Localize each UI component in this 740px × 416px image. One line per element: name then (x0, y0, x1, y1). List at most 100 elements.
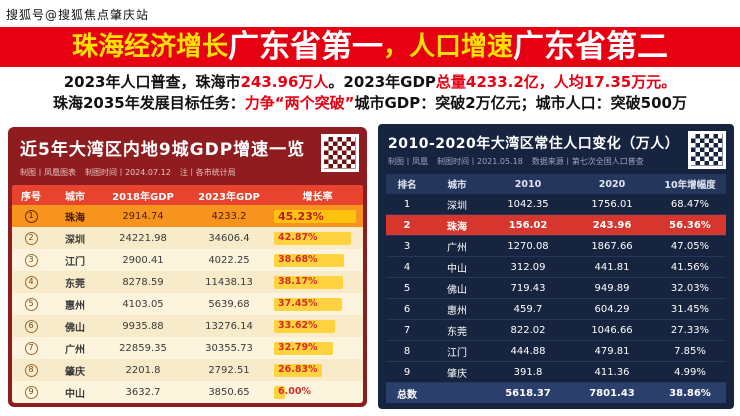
goal-line: 珠海2035年发展目标任务：力争“两个突破”城市GDP：突破2万亿元；城市人口：… (0, 92, 740, 113)
growth-cell: 47.05% (670, 240, 710, 252)
goal-highlight: 力争“两个突破” (244, 94, 355, 112)
population-table-row: 5 佛山 719.43 949.89 32.03% (386, 278, 726, 299)
city-cell: 中山 (447, 263, 467, 275)
growth-cell: 7.85% (674, 345, 706, 357)
rank-badge: 6 (24, 319, 38, 333)
population-column-header: 城市 (447, 180, 467, 191)
growth-cell: 38.86% (669, 387, 711, 399)
rank-badge: 4 (24, 275, 38, 289)
growth-cell: 27.33% (670, 324, 710, 336)
qr-pattern (324, 137, 356, 169)
population-table-row: 9 肇庆 391.8 411.36 4.99% (386, 362, 726, 383)
pop-2010-cell: 719.43 (510, 282, 546, 294)
rank-cell: 3 (403, 240, 411, 252)
stats-highlight: 243.96万人 (240, 73, 329, 91)
pop-2020-cell: 1046.66 (591, 324, 633, 336)
gdp-2018-cell: 8278.59 (122, 276, 164, 288)
rank-cell: 2 (12, 231, 50, 245)
population-column-header-row: 排名 城市 2010 2020 10年增幅度 (386, 174, 726, 194)
gdp-table-row: 4 东莞 8278.59 11438.13 38.17% (12, 271, 363, 293)
gdp-2023-cell: 3850.65 (208, 386, 250, 398)
pop-2010-cell: 1042.35 (507, 198, 549, 210)
goal-text: 珠海2035年发展目标任务： (53, 94, 245, 112)
gdp-2018-cell: 2914.74 (122, 210, 164, 222)
population-infographic-credits: 制图丨凤凰 制图时间丨2021.05.18 数据来源丨第七次全国人口普查 (388, 156, 644, 167)
rank-cell: 6 (12, 319, 50, 333)
credit-item: 制图丨凤凰图表 (20, 168, 76, 177)
gdp-table-row: 1 珠海 2914.74 4233.2 45.23% (12, 205, 363, 227)
gdp-2023-cell: 30355.73 (205, 342, 253, 354)
gdp-2018-cell: 4103.05 (122, 298, 164, 310)
growth-cell: 26.83% (272, 363, 363, 377)
rank-cell: 4 (12, 275, 50, 289)
growth-cell: 38.17% (272, 275, 363, 289)
gdp-infographic-title: 近5年大湾区内地9城GDP增速一览 (20, 140, 306, 160)
pop-2010-cell: 459.7 (513, 303, 543, 315)
rank-badge: 1 (24, 209, 38, 223)
gdp-column-header: 2023年GDP (198, 191, 260, 203)
rank-cell: 4 (403, 261, 411, 273)
rank-cell: 1 (403, 198, 411, 210)
city-cell: 江门 (447, 347, 467, 359)
city-cell: 东莞 (447, 326, 467, 338)
gdp-2023-cell: 13276.14 (205, 320, 253, 332)
city-cell: 肇庆 (447, 368, 467, 380)
population-table-row: 8 江门 444.88 479.81 7.85% (386, 341, 726, 362)
rank-cell: 8 (12, 363, 50, 377)
gdp-2018-cell: 3632.7 (125, 386, 161, 398)
city-cell: 珠海 (447, 221, 467, 233)
pop-2020-cell: 441.81 (594, 261, 630, 273)
city-cell: 深圳 (65, 234, 85, 246)
census-stats-line: 2023年人口普查，珠海市243.96万人。2023年GDP总量4233.2亿，… (0, 71, 740, 92)
gdp-column-header: 增长率 (302, 191, 333, 203)
gdp-table-row: 7 广州 22859.35 30355.73 32.79% (12, 337, 363, 359)
headline-segment: 广东省第一 (228, 28, 383, 65)
rank-cell: 6 (403, 303, 411, 315)
gdp-growth-infographic: 近5年大湾区内地9城GDP增速一览 制图丨凤凰图表 制图时间丨2024.07.12… (8, 127, 367, 407)
pop-2020-cell: 1867.66 (591, 240, 633, 252)
growth-bar: 37.45% (274, 297, 342, 311)
rank-cell: 7 (403, 324, 411, 336)
growth-bar: 38.68% (274, 253, 344, 267)
city-cell: 肇庆 (65, 366, 85, 378)
pop-2010-cell: 444.88 (510, 345, 546, 357)
rank-cell: 3 (12, 253, 50, 267)
growth-value: 26.83% (278, 364, 318, 376)
population-table-row: 3 广州 1270.08 1867.66 47.05% (386, 236, 726, 257)
pop-2020-cell: 479.81 (594, 345, 630, 357)
pop-2020-cell: 1756.01 (591, 198, 633, 210)
gdp-column-header: 城市 (65, 191, 85, 203)
growth-cell: 42.87% (272, 231, 363, 245)
pop-2020-cell: 243.96 (592, 219, 632, 231)
growth-value: 37.45% (278, 298, 318, 310)
growth-cell: 45.23% (272, 209, 363, 223)
city-cell: 佛山 (447, 284, 467, 296)
population-column-header: 排名 (397, 180, 417, 191)
rank-badge: 2 (24, 231, 38, 245)
pop-2020-cell: 604.29 (594, 303, 630, 315)
gdp-2023-cell: 4233.2 (211, 210, 247, 222)
stats-text: 2023年人口普查，珠海市 (63, 73, 241, 91)
city-cell: 佛山 (65, 322, 85, 334)
headline-segment: 珠海经济增长 (71, 32, 228, 62)
growth-cell: 68.47% (670, 198, 710, 210)
headline-banner: 珠海经济增长 广东省第一 ，人口增速 广东省第二 (0, 27, 740, 67)
pop-2020-cell: 7801.43 (589, 387, 635, 399)
qr-code (321, 134, 359, 172)
gdp-table-row: 8 肇庆 2201.8 2792.51 26.83% (12, 359, 363, 381)
gdp-2018-cell: 22859.35 (119, 342, 167, 354)
growth-value: 38.17% (278, 276, 318, 288)
gdp-2018-cell: 24221.98 (119, 232, 167, 244)
growth-cell: 56.36% (669, 219, 711, 231)
rank-cell: 9 (12, 385, 50, 399)
rank-cell: 1 (12, 209, 50, 223)
credit-item: 制图时间丨2021.05.18 (437, 157, 523, 166)
stats-highlight: ，人均17.35万元。 (538, 73, 677, 91)
growth-bar: 26.83% (274, 363, 323, 377)
rank-cell: 8 (403, 345, 411, 357)
credit-item: 数据来源丨第七次全国人口普查 (531, 157, 644, 166)
gdp-table: 序号 城市 2018年GDP 2023年GDP 增长率 1 珠海 2914.74 4233.2… (12, 185, 363, 403)
gdp-2023-cell: 4022.25 (208, 254, 250, 266)
population-table-row: 4 中山 312.09 441.81 41.56% (386, 257, 726, 278)
gdp-2023-cell: 11438.13 (205, 276, 253, 288)
